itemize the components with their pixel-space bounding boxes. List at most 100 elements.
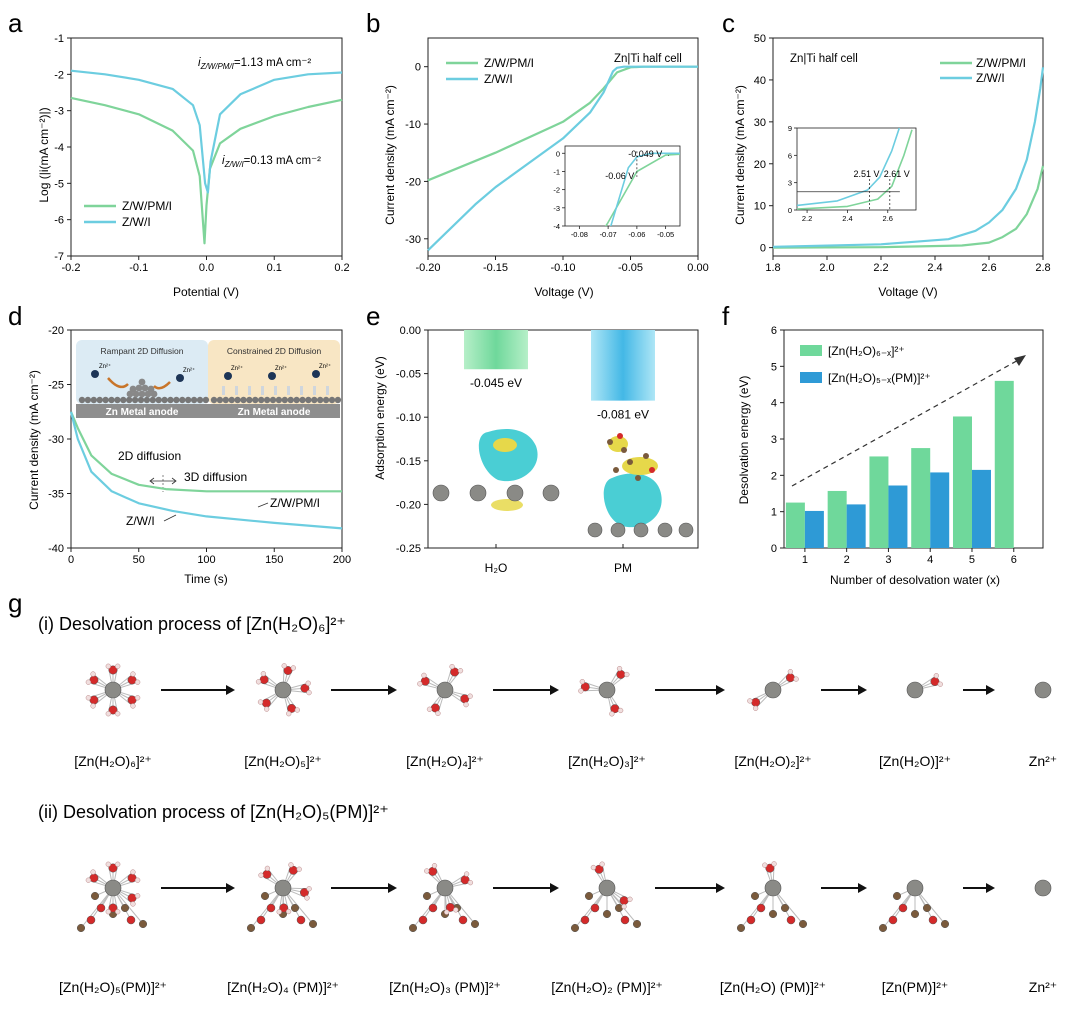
e-x-tick-label: H₂O xyxy=(485,561,508,575)
pm-pillar xyxy=(235,386,238,395)
carbon-atom xyxy=(246,923,256,933)
g-row1-arrow-head xyxy=(858,685,867,695)
c-y-axis-label: Current density (mA cm⁻²) xyxy=(733,85,747,225)
hydrogen-atom xyxy=(793,676,799,682)
d-diffusion-arrow xyxy=(149,477,177,485)
oxygen-atom xyxy=(428,903,438,913)
hydrogen-atom xyxy=(579,678,585,685)
d-inset-right-anode: Zn Metal anode xyxy=(238,407,311,418)
carbon-atom xyxy=(308,919,318,929)
1-x-tick-label: -0.15 xyxy=(483,262,508,274)
hydrogen-atom xyxy=(105,711,111,717)
f-bar-blue xyxy=(846,504,866,548)
oxygen-atom xyxy=(127,873,137,883)
c-inset-y-tick-label: 3 xyxy=(788,179,792,188)
carbon-atom xyxy=(635,475,641,481)
oxygen-atom xyxy=(262,869,272,879)
0-x-tick-label: -0.2 xyxy=(62,262,81,274)
zn-atom xyxy=(137,396,145,404)
oxygen-atom xyxy=(756,903,766,913)
b-inset-y-tick-label: -2 xyxy=(553,186,560,195)
diffusion-arrow-left xyxy=(107,377,129,389)
3-x-tick-label: 100 xyxy=(197,554,215,566)
hydrogen-atom xyxy=(115,711,121,717)
hydrogen-atom xyxy=(426,706,433,712)
panel-b: Current density (mA cm⁻²) Voltage (V) Zn… xyxy=(383,37,709,299)
hydrogen-atom xyxy=(130,869,136,875)
hydrogen-atom xyxy=(286,711,292,717)
0-x-tick-label: 0.2 xyxy=(334,262,349,274)
d-annotation-wi: Z/W/I xyxy=(126,514,155,528)
carbon-atom xyxy=(138,919,148,929)
carbon-atom xyxy=(768,909,778,919)
zn-deposit-atom xyxy=(126,390,134,398)
hydrogen-atom xyxy=(115,861,121,867)
panel-letter-f: f xyxy=(722,301,730,331)
d-diffusion-inset: Rampant 2D Diffusion Constrained 2D Diff… xyxy=(76,340,342,418)
2-y-tick-label: 0 xyxy=(760,243,766,255)
hydrogen-atom xyxy=(105,909,111,915)
zn-atom xyxy=(190,396,198,404)
hydrogen-atom xyxy=(937,681,943,687)
zn-atom xyxy=(334,396,342,404)
b-inset-x-tick-label: -0.05 xyxy=(657,230,674,239)
f-bar-blue xyxy=(888,485,908,548)
4-y-tick-label: -0.25 xyxy=(396,543,421,555)
panel-letter-e: e xyxy=(366,301,380,331)
0-x-tick-label: 0.1 xyxy=(267,262,282,274)
oxygen-atom xyxy=(256,915,266,925)
carbon-atom xyxy=(90,891,100,901)
d-inset-ion-3: Zn²⁺ xyxy=(231,365,243,372)
hydrogen-atom xyxy=(435,710,441,717)
d-inset-right-bg xyxy=(208,340,340,404)
g-row1-title: (i) Desolvation process of [Zn(H₂O)₆]²⁺ xyxy=(38,614,346,634)
b-inset-x-tick-label: -0.06 xyxy=(628,230,645,239)
e-adsorption-structures xyxy=(432,428,694,538)
e-charge-density-h2o xyxy=(478,428,538,482)
f-y-axis-label: Desolvation energy (eV) xyxy=(737,376,751,505)
zn-deposit-atom xyxy=(147,385,155,393)
g-row2-arrow-head xyxy=(716,883,725,893)
f-bar-green xyxy=(869,456,889,548)
d-pointer-wi xyxy=(163,514,177,522)
pm-pillar xyxy=(222,386,225,395)
d-inset-atoms xyxy=(78,370,342,404)
hydrogen-atom xyxy=(130,671,136,677)
hydrogen-atom xyxy=(417,681,423,687)
g-row1-species-label: Zn²⁺ xyxy=(1029,753,1057,769)
carbon-atom xyxy=(627,459,633,465)
carbon-atom xyxy=(602,909,612,919)
zn-atom xyxy=(216,396,224,404)
hydrogen-atom xyxy=(90,869,96,875)
b-inset-line-Z/W/I xyxy=(609,152,680,226)
hydrogen-atom xyxy=(306,886,312,892)
b-inset-x-tick-label: -0.07 xyxy=(600,230,617,239)
c-series-line-Z/W/I xyxy=(772,67,1045,248)
zn-atom xyxy=(179,396,186,404)
g-row2-species-label: [Zn(H₂O)₅(PM)]²⁺ xyxy=(59,979,167,995)
b-legend-label-wi: Z/W/I xyxy=(484,72,513,86)
zn-ion xyxy=(176,374,184,382)
oxygen-atom xyxy=(751,697,761,707)
oxygen-atom xyxy=(89,675,99,685)
b-legend-label-pm: Z/W/PM/I xyxy=(484,56,534,70)
oxygen-atom xyxy=(89,695,99,705)
1-y-tick-label: -10 xyxy=(405,119,421,131)
5-y-tick-label: 3 xyxy=(771,434,777,446)
zn-atom xyxy=(610,522,626,538)
hydrogen-atom xyxy=(85,695,92,701)
carbon-atom xyxy=(892,891,902,901)
panel-letter-c: c xyxy=(722,8,735,38)
zn-atom xyxy=(293,396,300,404)
zn-atom xyxy=(161,396,168,404)
0-y-tick-label: -1 xyxy=(54,33,64,45)
f-bar-blue xyxy=(930,472,950,548)
b-inset-y-tick-label: -1 xyxy=(553,167,560,176)
e-plot-frame xyxy=(427,329,699,549)
c-plot-frame xyxy=(772,37,1044,257)
d-annotation-2d: 2D diffusion xyxy=(118,449,181,463)
g-row1-species-label: [Zn(H₂O)]²⁺ xyxy=(879,753,951,769)
g-row2-species-label: [Zn(H₂O)₄ (PM)]²⁺ xyxy=(227,979,339,995)
2-y-tick-label: 30 xyxy=(754,117,766,129)
hydrogen-atom xyxy=(134,877,141,883)
